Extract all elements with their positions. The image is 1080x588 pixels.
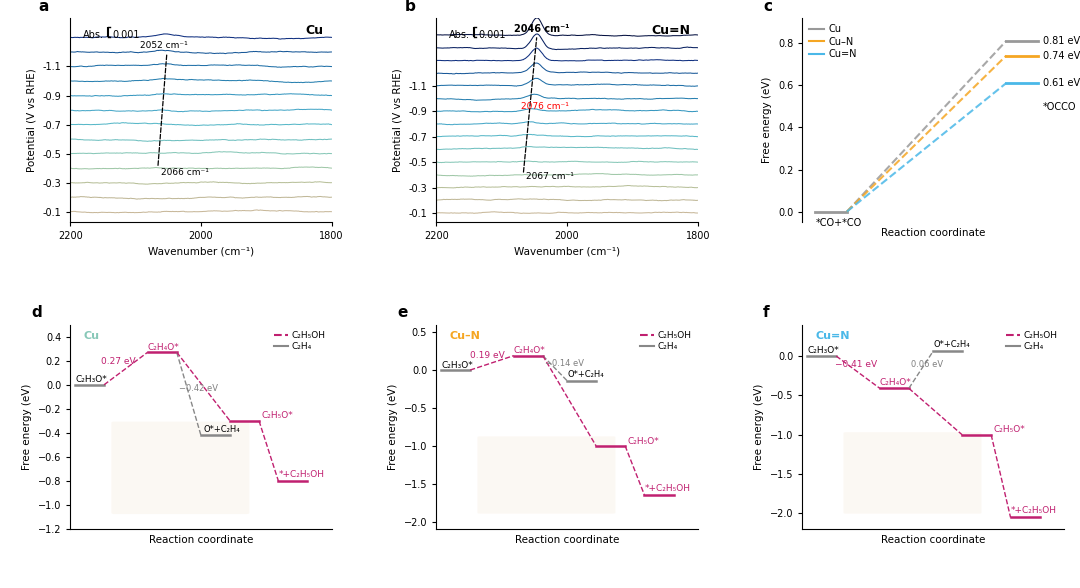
Text: *+C₂H₅OH: *+C₂H₅OH	[1011, 506, 1056, 516]
FancyBboxPatch shape	[477, 436, 616, 513]
Text: a: a	[39, 0, 50, 14]
Text: Abs.: Abs.	[449, 30, 470, 40]
FancyBboxPatch shape	[843, 432, 982, 513]
Text: O*+C₂H₄: O*+C₂H₄	[567, 370, 604, 379]
Legend: C₂H₅OH, C₂H₄: C₂H₅OH, C₂H₄	[638, 329, 693, 353]
Text: C₂H₃O*: C₂H₃O*	[807, 346, 839, 355]
Text: *+C₂H₅OH: *+C₂H₅OH	[645, 485, 690, 493]
Text: O*+C₂H₄: O*+C₂H₄	[203, 425, 240, 434]
Text: 0.001: 0.001	[112, 30, 139, 40]
Text: C₂H₅O*: C₂H₅O*	[261, 412, 293, 420]
Text: 0.61 eV: 0.61 eV	[1043, 78, 1080, 88]
Text: *+C₂H₅OH: *+C₂H₅OH	[279, 470, 324, 479]
Text: 0.001: 0.001	[478, 30, 505, 40]
X-axis label: Wavenumber (cm⁻¹): Wavenumber (cm⁻¹)	[148, 247, 254, 257]
Y-axis label: Free energy (eV): Free energy (eV)	[762, 77, 772, 163]
X-axis label: Reaction coordinate: Reaction coordinate	[149, 534, 253, 544]
Text: 2066 cm⁻¹: 2066 cm⁻¹	[161, 168, 208, 177]
Legend: C₂H₅OH, C₂H₄: C₂H₅OH, C₂H₄	[1004, 329, 1059, 353]
Text: 0.81 eV: 0.81 eV	[1043, 36, 1080, 46]
Text: f: f	[764, 306, 770, 320]
Text: e: e	[397, 306, 407, 320]
X-axis label: Reaction coordinate: Reaction coordinate	[881, 228, 985, 238]
Text: C₂H₃O*: C₂H₃O*	[441, 361, 473, 370]
Text: 2052 cm⁻¹: 2052 cm⁻¹	[139, 41, 188, 50]
Text: Cu: Cu	[306, 24, 324, 37]
X-axis label: Wavenumber (cm⁻¹): Wavenumber (cm⁻¹)	[514, 247, 620, 257]
Text: 0.06 eV: 0.06 eV	[912, 360, 944, 369]
Text: C₂H₃O*: C₂H₃O*	[75, 375, 107, 385]
Text: Cu=N: Cu=N	[651, 24, 690, 37]
Text: −0.42 eV: −0.42 eV	[179, 385, 218, 393]
Text: C₂H₄O*: C₂H₄O*	[880, 378, 912, 387]
Text: −0.41 eV: −0.41 eV	[835, 360, 877, 369]
Y-axis label: Free energy (eV): Free energy (eV)	[22, 384, 32, 470]
Text: 0.19 eV: 0.19 eV	[470, 351, 504, 360]
Text: 2046 cm⁻¹: 2046 cm⁻¹	[514, 24, 570, 34]
Text: Cu=N: Cu=N	[815, 330, 850, 340]
Text: *OCCO: *OCCO	[1043, 102, 1077, 112]
Legend: Cu, Cu–N, Cu=N: Cu, Cu–N, Cu=N	[807, 22, 859, 61]
Text: *CO+*CO: *CO+*CO	[815, 218, 862, 228]
Text: 0.74 eV: 0.74 eV	[1043, 51, 1080, 61]
FancyBboxPatch shape	[111, 422, 249, 514]
Y-axis label: Potential (V vs RHE): Potential (V vs RHE)	[393, 68, 403, 172]
Text: C₂H₅O*: C₂H₅O*	[994, 425, 1025, 435]
Text: −0.14 eV: −0.14 eV	[545, 359, 584, 368]
Text: C₂H₄O*: C₂H₄O*	[148, 343, 179, 352]
Text: Abs.: Abs.	[83, 30, 105, 40]
X-axis label: Reaction coordinate: Reaction coordinate	[881, 534, 985, 544]
Text: 0.27 eV: 0.27 eV	[102, 357, 136, 366]
Text: O*+C₂H₄: O*+C₂H₄	[933, 340, 970, 349]
Text: d: d	[31, 306, 42, 320]
Text: C₂H₄O*: C₂H₄O*	[514, 346, 545, 355]
Y-axis label: Potential (V vs RHE): Potential (V vs RHE)	[27, 68, 37, 172]
Text: b: b	[405, 0, 416, 14]
Text: Cu–N: Cu–N	[449, 330, 481, 340]
Text: C₂H₅O*: C₂H₅O*	[627, 436, 659, 446]
Text: 2067 cm⁻¹: 2067 cm⁻¹	[526, 172, 575, 182]
Legend: C₂H₅OH, C₂H₄: C₂H₅OH, C₂H₄	[272, 329, 327, 353]
Text: Cu: Cu	[83, 330, 99, 340]
Text: 2076 cm⁻¹: 2076 cm⁻¹	[522, 102, 569, 111]
X-axis label: Reaction coordinate: Reaction coordinate	[515, 534, 619, 544]
Y-axis label: Free energy (eV): Free energy (eV)	[388, 384, 399, 470]
Text: c: c	[764, 0, 772, 14]
Y-axis label: Free energy (eV): Free energy (eV)	[754, 384, 765, 470]
